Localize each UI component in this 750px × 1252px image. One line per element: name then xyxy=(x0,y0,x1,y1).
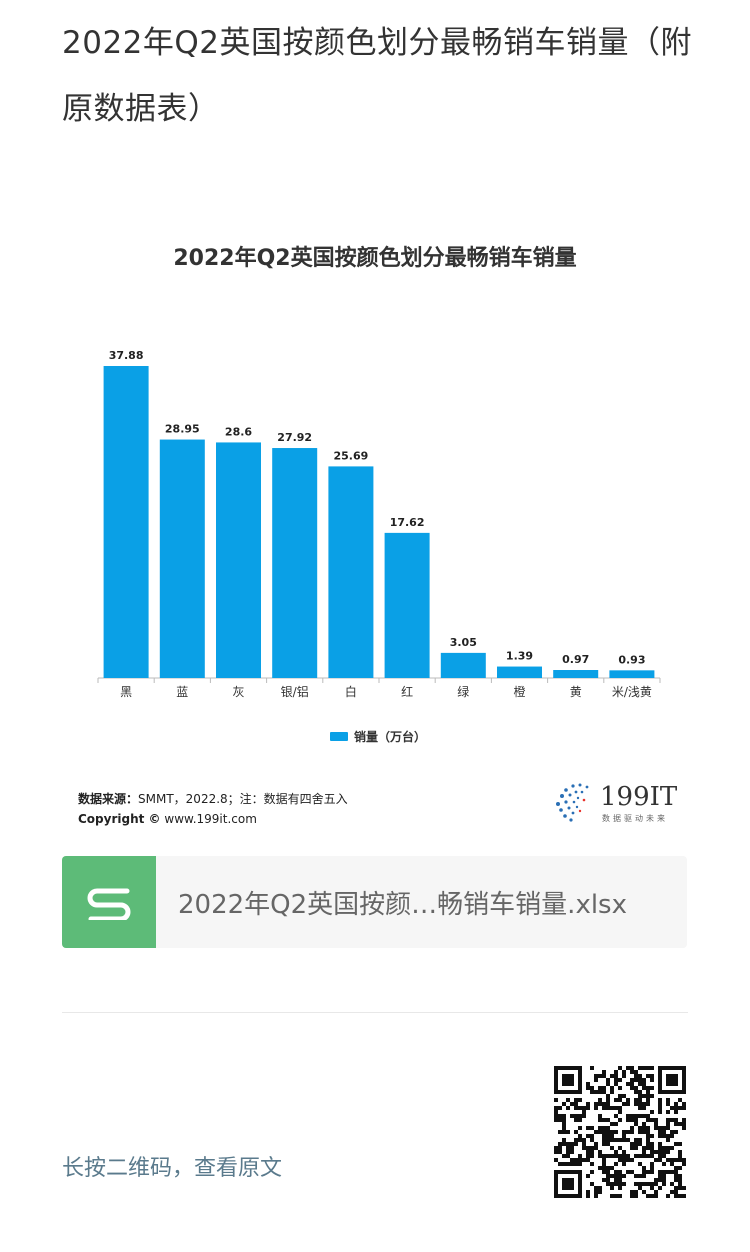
x-tick-label: 白 xyxy=(345,684,357,699)
copyright-label: Copyright © xyxy=(78,812,161,826)
chart-source: 数据来源：SMMT，2022.8；注：数据有四舍五入 Copyright © w… xyxy=(78,789,348,829)
legend-swatch xyxy=(330,732,348,741)
x-tick-label: 黄 xyxy=(570,685,582,699)
article-title: 2022年Q2英国按颜色划分最畅销车销量（附原数据表） xyxy=(62,25,693,127)
bar-9 xyxy=(609,670,655,678)
bar-value-label: 3.05 xyxy=(450,636,477,649)
bar-value-label: 25.69 xyxy=(334,449,369,462)
source-label: 数据来源： xyxy=(78,792,139,806)
chart-card: 37.88 黑 28.95 蓝 28.6 灰 27.92 银/铝 25.69 白 17.62 红 3.0… xyxy=(62,200,688,840)
bar-value-label: 0.93 xyxy=(618,653,645,666)
bar-7 xyxy=(497,666,542,678)
source-text: SMMT，2022.8；注：数据有四舍五入 xyxy=(138,792,348,806)
bar-8 xyxy=(553,670,599,678)
divider xyxy=(62,1012,688,1013)
chart-title: 2022年Q2英国按颜色划分最畅销车销量 xyxy=(173,246,577,271)
bar-value-label: 1.39 xyxy=(506,650,533,663)
legend-label: 销量（万台） xyxy=(354,730,427,744)
longpress-hint: 长按二维码，查看原文 xyxy=(62,1156,283,1181)
brand-dots-icon xyxy=(556,783,589,822)
x-tick-label: 蓝 xyxy=(176,685,188,699)
bar-2 xyxy=(216,442,261,678)
x-tick-label: 红 xyxy=(401,684,413,699)
bar-value-label: 17.62 xyxy=(390,516,425,529)
bar-5 xyxy=(384,532,430,678)
attachment-file-name: 2022年Q2英国按颜…畅销车销量.xlsx xyxy=(178,889,627,920)
bar-3 xyxy=(272,448,318,678)
x-tick-label: 米/浅黄 xyxy=(612,685,652,699)
x-tick-label: 绿 xyxy=(457,684,469,699)
x-tick-label: 灰 xyxy=(232,685,244,699)
bar-6 xyxy=(440,652,486,678)
s-glyph-icon xyxy=(87,888,131,920)
bar-value-label: 0.97 xyxy=(562,653,589,666)
qr-code-icon[interactable] xyxy=(554,1066,686,1198)
copyright-text: www.199it.com xyxy=(164,812,257,826)
spreadsheet-s-icon xyxy=(62,856,156,948)
chart-legend: 销量（万台） xyxy=(330,728,426,745)
x-tick-label: 黑 xyxy=(120,685,132,699)
x-tick-label: 橙 xyxy=(513,684,525,699)
brand-logo: 199IT 数据驱动未来 xyxy=(552,780,682,826)
bar-value-label: 37.88 xyxy=(109,349,144,362)
brand-name: 199IT xyxy=(600,782,678,812)
bar-0 xyxy=(103,366,149,678)
bar-value-label: 27.92 xyxy=(277,431,312,444)
bar-value-label: 28.95 xyxy=(165,423,200,436)
bar-value-label: 28.6 xyxy=(225,425,252,438)
x-tick-label: 银/铝 xyxy=(281,684,309,699)
bar-1 xyxy=(159,439,205,678)
bar-4 xyxy=(328,466,374,678)
attachment-card[interactable]: 2022年Q2英国按颜…畅销车销量.xlsx xyxy=(62,856,687,948)
brand-tagline: 数据驱动未来 xyxy=(602,814,668,823)
bar-chart: 37.88 黑 28.95 蓝 28.6 灰 27.92 银/铝 25.69 白 17.62 红 3.0… xyxy=(97,349,661,699)
